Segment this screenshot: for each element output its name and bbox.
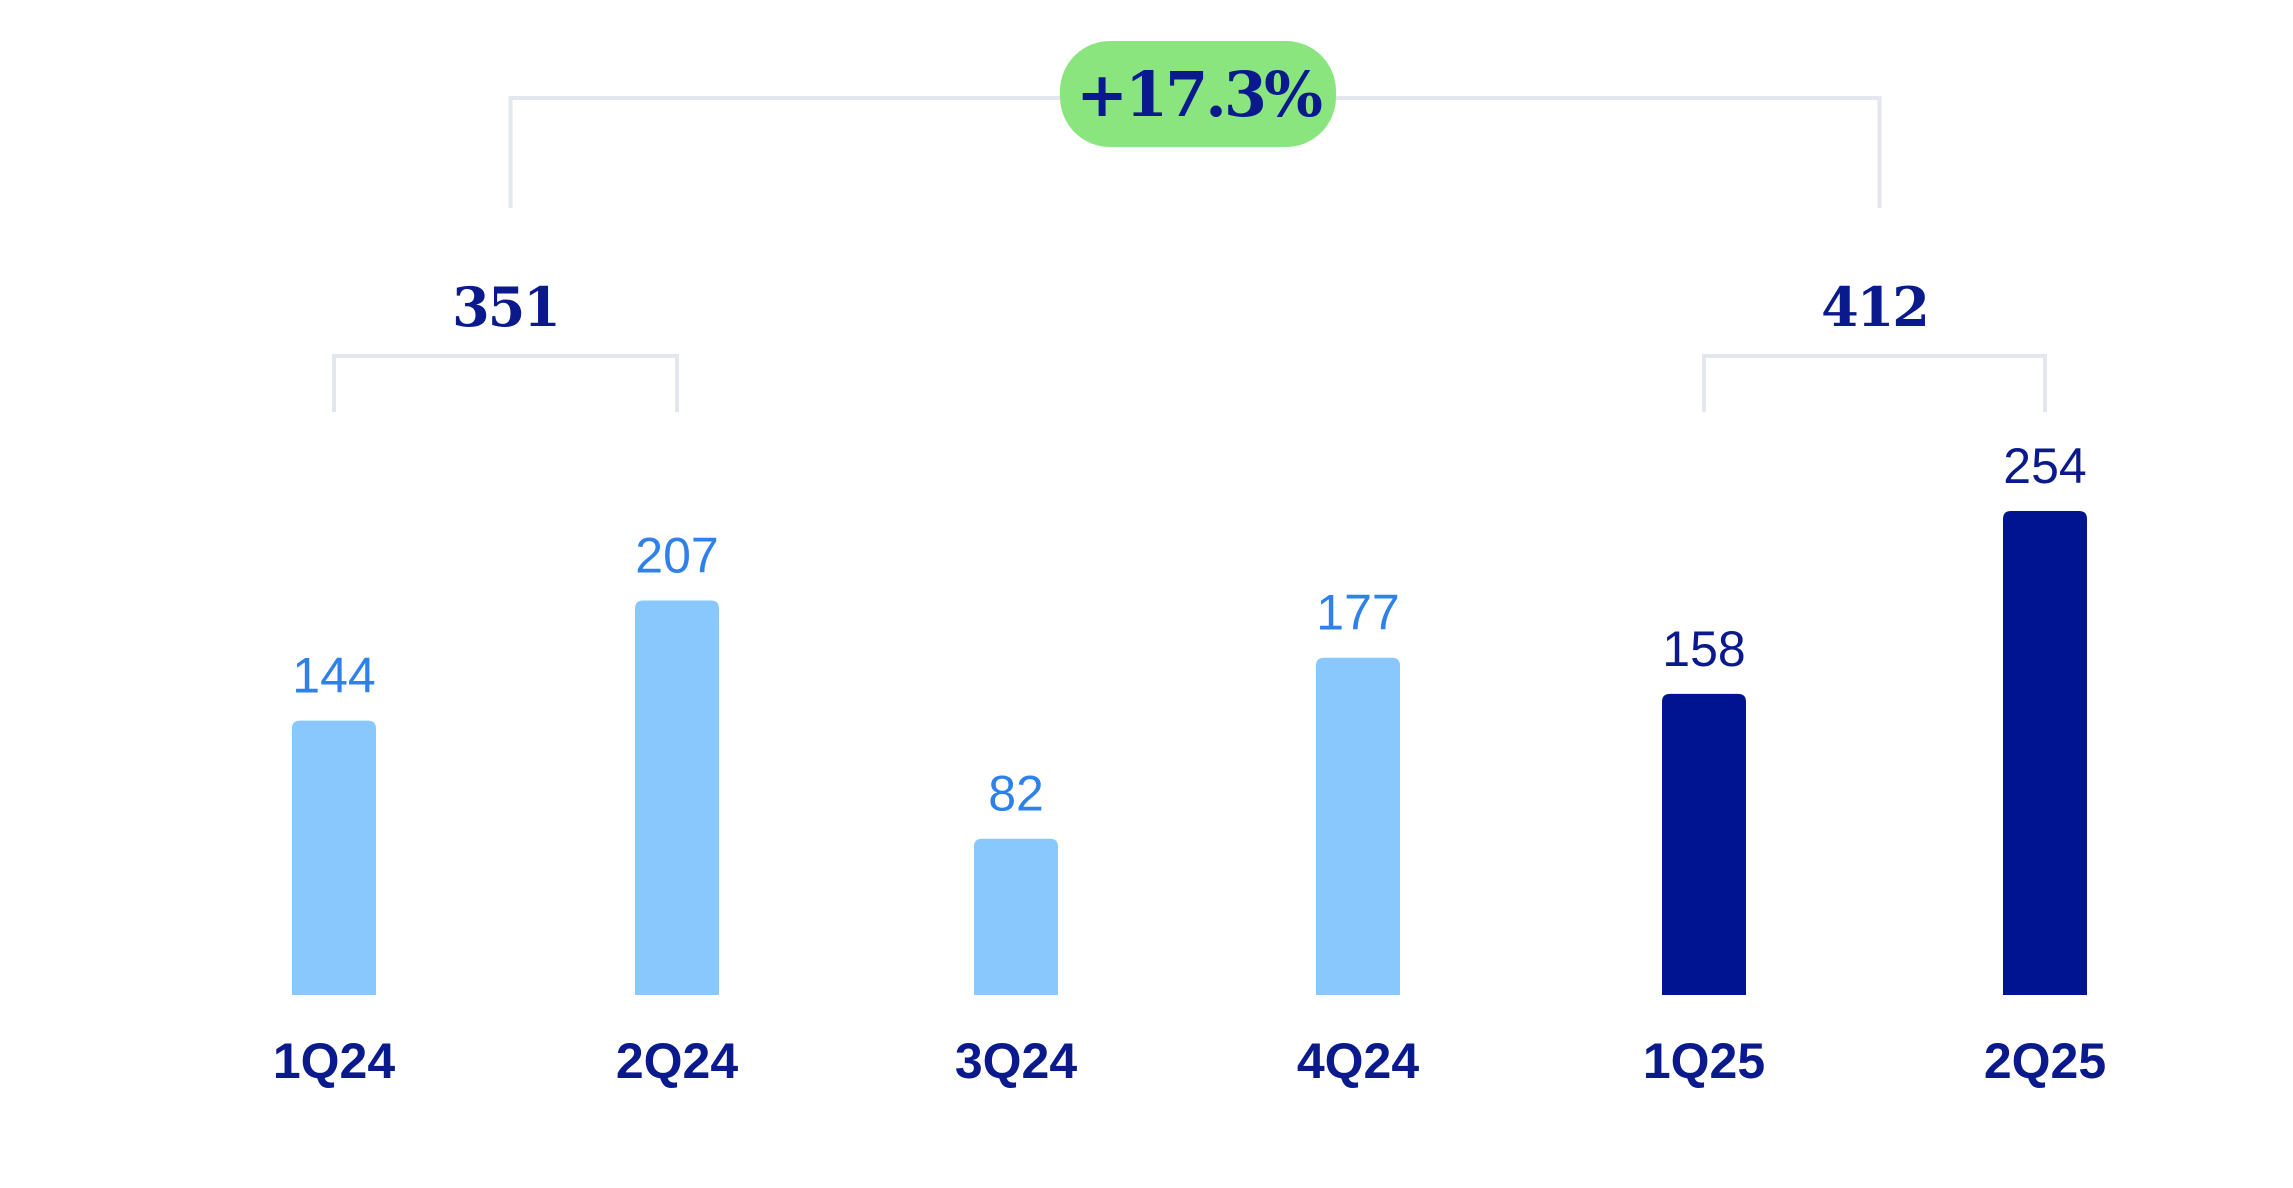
category-label-3q24: 3Q24 [955,1033,1078,1089]
half-year-bracket-2 [1702,354,2047,412]
value-label-1q24: 144 [292,648,375,704]
growth-badge [1060,41,1336,147]
growth-badge-label: +17.3% [1076,58,1322,131]
category-label-1q24: 1Q24 [273,1033,396,1089]
bars-layer [292,511,2087,995]
category-label-2q25: 2Q25 [1984,1033,2106,1089]
half-year-total-2: 412 [1821,275,1928,339]
bar-2q25 [2003,511,2087,995]
bar-4q24 [1316,657,1400,995]
value-label-2q24: 207 [635,528,718,584]
value-label-3q24: 82 [988,766,1044,822]
category-label-4q24: 4Q24 [1297,1033,1420,1089]
bar-3q24 [974,838,1058,995]
annotation-layer: 351 412 +17.3% [452,41,1930,339]
category-label-2q24: 2Q24 [616,1033,739,1089]
value-label-1q25: 158 [1662,621,1745,677]
value-label-2q25: 254 [2003,438,2086,494]
half-year-bracket-1 [332,354,679,412]
labels-layer: 144 1Q24 207 2Q24 82 3Q24 177 4Q24 158 1Q25 254 2Q2… [273,438,2106,1089]
bar-1q24 [292,720,376,995]
bar-2q24 [635,600,719,995]
category-label-1q25: 1Q25 [1643,1033,1765,1089]
bar-1q25 [1662,693,1746,995]
value-label-4q24: 177 [1316,585,1399,641]
half-year-total-1: 351 [452,275,559,339]
